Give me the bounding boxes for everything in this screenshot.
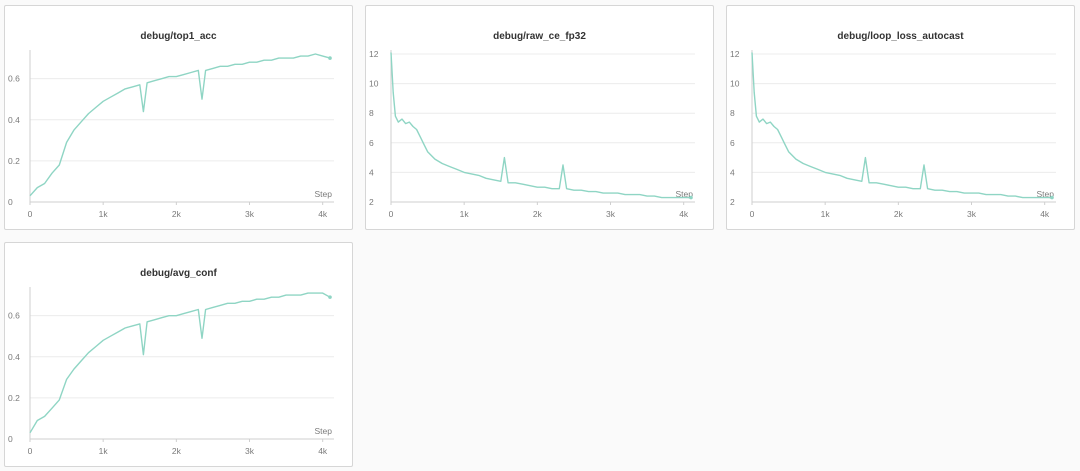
x-axis-label: Step <box>1037 189 1055 199</box>
y-tick-label: 0.2 <box>8 156 20 166</box>
x-tick-label: 4k <box>318 209 328 219</box>
x-tick-label: 0 <box>28 209 33 219</box>
y-tick-label: 4 <box>730 167 735 177</box>
series-line <box>29 53 331 197</box>
x-tick-label: 2k <box>533 209 543 219</box>
x-tick-label: 3k <box>967 209 977 219</box>
x-axis-label: Step <box>315 426 333 436</box>
chart-plot[interactable]: 2 4 6 8 10 12 0 1k 2k 3k 4k Step <box>727 6 1076 231</box>
y-tick-label: 6 <box>369 138 374 148</box>
chart-panel-raw-ce-fp32[interactable]: debug/raw_ce_fp32 2 4 6 8 10 12 0 1k 2k 3k 4k Step <box>365 5 714 230</box>
chart-title: debug/top1_acc <box>140 31 217 42</box>
x-tick-label: 3k <box>245 446 255 456</box>
series-end-point <box>328 56 332 60</box>
chart-plot[interactable]: 2 4 6 8 10 12 0 1k 2k 3k 4k Step <box>366 6 715 231</box>
y-tick-label: 10 <box>369 79 379 89</box>
y-tick-label: 12 <box>730 49 740 59</box>
x-tick-label: 4k <box>679 209 689 219</box>
y-tick-label: 0 <box>8 197 13 207</box>
chart-plot[interactable]: 0 0.2 0.4 0.6 0 1k 2k 3k 4k Step <box>5 6 354 231</box>
series-end-point <box>328 295 332 299</box>
y-tick-label: 0.6 <box>8 311 20 321</box>
x-tick-label: 3k <box>606 209 616 219</box>
y-tick-label: 0.4 <box>8 352 20 362</box>
series-end-point <box>1050 195 1054 200</box>
y-tick-label: 8 <box>730 108 735 118</box>
x-tick-label: 0 <box>28 446 33 456</box>
y-tick-label: 6 <box>730 138 735 148</box>
x-tick-label: 2k <box>172 209 182 219</box>
x-tick-label: 1k <box>99 446 109 456</box>
chart-title: debug/raw_ce_fp32 <box>493 31 586 42</box>
chart-panel-avg-conf[interactable]: debug/avg_conf 0 0.2 0.4 0.6 0 1k 2k 3k 4k Step <box>4 242 353 467</box>
x-tick-label: 1k <box>821 209 831 219</box>
y-tick-label: 0 <box>8 434 13 444</box>
y-tick-label: 0.4 <box>8 115 20 125</box>
y-tick-label: 10 <box>730 79 740 89</box>
x-tick-label: 2k <box>894 209 904 219</box>
x-tick-label: 0 <box>389 209 394 219</box>
y-tick-label: 2 <box>730 197 735 207</box>
chart-panel-top1-acc[interactable]: debug/top1_acc 0 0.2 0.4 0.6 0 1k 2k 3k 4k Step <box>4 5 353 230</box>
y-tick-label: 4 <box>369 167 374 177</box>
series-line <box>29 292 331 434</box>
x-tick-label: 4k <box>318 446 328 456</box>
x-tick-label: 1k <box>460 209 470 219</box>
y-tick-label: 2 <box>369 197 374 207</box>
x-tick-label: 2k <box>172 446 182 456</box>
series-end-point <box>689 195 693 200</box>
chart-panel-loop-loss-autocast[interactable]: debug/loop_loss_autocast 2 4 6 8 10 12 0 1k 2k 3k… <box>726 5 1075 230</box>
y-tick-label: 12 <box>369 49 379 59</box>
x-tick-label: 3k <box>245 209 255 219</box>
y-tick-label: 0.6 <box>8 74 20 84</box>
chart-plot[interactable]: 0 0.2 0.4 0.6 0 1k 2k 3k 4k Step <box>5 243 354 468</box>
x-tick-label: 1k <box>99 209 109 219</box>
x-axis-label: Step <box>315 189 333 199</box>
y-tick-label: 0.2 <box>8 393 20 403</box>
x-tick-label: 4k <box>1040 209 1050 219</box>
x-tick-label: 0 <box>750 209 755 219</box>
x-axis-label: Step <box>676 189 694 199</box>
y-tick-label: 8 <box>369 108 374 118</box>
series-line <box>390 52 691 199</box>
series-line <box>751 52 1052 199</box>
chart-title: debug/loop_loss_autocast <box>837 31 964 42</box>
chart-title: debug/avg_conf <box>140 268 217 279</box>
